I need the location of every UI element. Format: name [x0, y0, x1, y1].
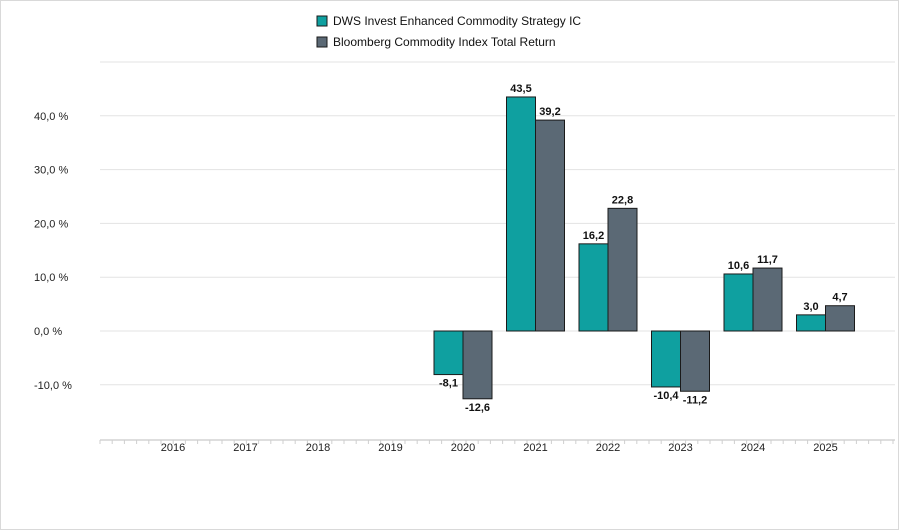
legend-swatch: [316, 15, 328, 27]
x-tick-label: 2022: [596, 442, 620, 454]
x-tick-label: 2021: [523, 442, 547, 454]
data-label: -10,4: [653, 390, 679, 402]
bar-series-1: [796, 314, 826, 332]
legend-label: DWS Invest Enhanced Commodity Strategy I…: [333, 14, 581, 28]
y-tick-label: 30,0 %: [34, 165, 68, 177]
bar-series-2: [680, 330, 710, 392]
data-label: 3,0: [803, 301, 818, 313]
data-label: 11,7: [757, 254, 778, 266]
bar-series-1: [723, 273, 754, 332]
legend: DWS Invest Enhanced Commodity Strategy I…: [316, 14, 581, 49]
data-label: 16,2: [583, 230, 604, 242]
x-axis: 2016 2017 2018 2019 2020 2021 2022 2023 2024 2025: [99, 439, 895, 454]
data-label: 4,7: [832, 292, 847, 304]
data-label: 10,6: [728, 260, 749, 272]
bar-series-1: [506, 96, 536, 332]
bar-series-2: [607, 207, 638, 332]
x-tick-label: 2018: [306, 442, 330, 454]
data-label: -12,6: [465, 402, 490, 414]
y-tick-label: 40,0 %: [34, 111, 68, 123]
x-tick-label: 2020: [451, 442, 475, 454]
gridlines: [100, 61, 895, 386]
bar-series-1: [651, 330, 681, 388]
bar-series-2: [752, 267, 783, 332]
y-tick-label: 0,0 %: [34, 326, 62, 338]
bar-series-1: [433, 330, 464, 376]
y-tick-label: -10,0 %: [34, 380, 72, 392]
x-tick-label: 2016: [161, 442, 185, 454]
bars: -8,1 -12,6 43,5 39,2 16,2 22,8 -10,4 -11,2 10,6 1…: [433, 83, 855, 414]
y-axis: 40,0 % 30,0 % 20,0 % 10,0 % 0,0 % -10,0 %: [34, 111, 72, 392]
x-tick-label: 2025: [813, 442, 837, 454]
bar-series-2: [535, 119, 565, 332]
bar-series-2: [825, 305, 855, 332]
x-tick-label: 2023: [668, 442, 692, 454]
legend-swatch: [316, 36, 328, 48]
data-label: -8,1: [439, 378, 458, 390]
x-tick-label: 2024: [741, 442, 765, 454]
x-tick-label: 2019: [378, 442, 402, 454]
bar-series-2: [462, 330, 493, 400]
x-tick-label: 2017: [233, 442, 257, 454]
data-label: 39,2: [539, 106, 560, 118]
data-label: 22,8: [612, 194, 633, 206]
data-label: 43,5: [510, 83, 531, 95]
bar-series-1: [578, 243, 609, 332]
y-tick-label: 20,0 %: [34, 218, 68, 230]
y-tick-label: 10,0 %: [34, 272, 68, 284]
data-label: -11,2: [683, 394, 707, 406]
legend-label: Bloomberg Commodity Index Total Return: [333, 35, 556, 49]
